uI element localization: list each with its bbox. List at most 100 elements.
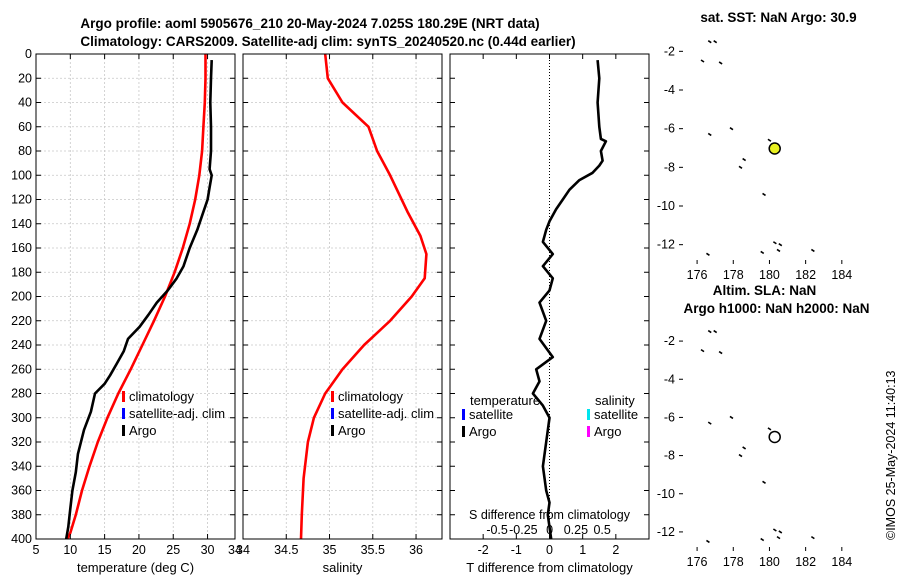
map_sst-coast-fragment xyxy=(778,243,783,247)
depth-tick-label: 120 xyxy=(11,193,32,207)
difference-legend-temp-swatch xyxy=(462,426,465,437)
temperature-xtick-label: 25 xyxy=(166,543,180,557)
map_sla-ytick-label: -6 xyxy=(664,410,675,424)
map_sla-ytick-label: -8 xyxy=(664,449,675,463)
temperature-xtick-label: 10 xyxy=(63,543,77,557)
map_sst-xtick-label: 180 xyxy=(759,268,780,282)
temperature-xtick-label: 15 xyxy=(98,543,112,557)
difference-legend-sal-swatch xyxy=(587,426,590,437)
map_sst-ytick-label: -2 xyxy=(664,44,675,58)
depth-tick-label: 220 xyxy=(11,314,32,328)
salinity-panel: 34 34.5 35 35.5 36 salinity climatology satelli… xyxy=(236,53,443,575)
difference-xtick-label: -2 xyxy=(478,543,489,557)
map_sla-coast-fragment xyxy=(707,421,712,425)
temperature-legend-swatch xyxy=(122,408,125,419)
temperature-xlabel: temperature (deg C) xyxy=(77,560,194,575)
map_sla-panel: 176 178 180 182 184 -2 -4 -6 -8 -10 -12 Altim. SLA:… xyxy=(657,283,879,569)
salinity-xtick-label: 35.5 xyxy=(361,543,385,557)
depth-tick-label: 160 xyxy=(11,241,32,255)
plots-layer: 5 10 15 20 25 30 34020406080100120140160180200… xyxy=(11,10,879,575)
map_sst-ytick-label: -12 xyxy=(657,238,675,252)
salinity-xtick-label: 36 xyxy=(409,543,423,557)
salinity-legend-swatch xyxy=(331,408,334,419)
map_sla-ytick-label: -10 xyxy=(657,487,675,501)
map_sst-coast-fragment xyxy=(742,157,747,162)
map_sst-xtick-label: 184 xyxy=(831,268,852,282)
temperature-panel: 5 10 15 20 25 30 34020406080100120140160180200… xyxy=(11,47,242,575)
map_sla-coast-fragment xyxy=(810,535,815,540)
depth-tick-label: 140 xyxy=(11,217,32,231)
temperature-xtick-label: 5 xyxy=(33,543,40,557)
salinity-xlabel: salinity xyxy=(323,560,363,575)
map_sst-coast-fragment xyxy=(729,127,734,131)
map_sst-ytick-label: -8 xyxy=(664,160,675,174)
depth-tick-label: 380 xyxy=(11,508,32,522)
map_sst-float-marker xyxy=(768,142,781,155)
map_sst-coast-fragment xyxy=(810,248,815,253)
temperature-series-climatology xyxy=(66,54,207,540)
difference-panel: -2 -1 0 1 2 T difference from climatology S di… xyxy=(449,53,650,575)
depth-tick-label: 360 xyxy=(11,484,32,498)
figure-title-line2: Climatology: CARS2009. Satellite-adj cli… xyxy=(80,34,575,49)
map_sla-float-marker xyxy=(768,430,781,444)
salinity-series-climatology xyxy=(299,53,428,540)
map_sla-coast-fragment xyxy=(718,350,723,355)
map_sst-coast-fragment xyxy=(713,40,718,44)
map_sst-ytick-label: -6 xyxy=(664,122,675,136)
map_sla-coast-fragment xyxy=(762,480,766,484)
difference-top-label: S difference from climatology xyxy=(469,508,631,522)
map_sst-xtick-label: 178 xyxy=(723,268,744,282)
depth-tick-label: 20 xyxy=(18,71,32,85)
map_sst-title: sat. SST: NaN Argo: 30.9 xyxy=(700,10,856,25)
difference-xtick-label: 2 xyxy=(612,543,619,557)
difference-top-tick-label: 0.25 xyxy=(564,523,588,537)
depth-tick-label: 40 xyxy=(18,96,32,110)
map_sla-ytick-label: -2 xyxy=(664,334,675,348)
difference-legend-temp-item: Argo xyxy=(469,424,496,439)
salinity-legend-item: Argo xyxy=(338,423,365,438)
difference-xtick-label: 0 xyxy=(546,543,553,557)
figure-title-line1: Argo profile: aoml 5905676_210 20-May-20… xyxy=(80,16,539,31)
map_sst-ytick-label: -10 xyxy=(657,199,675,213)
salinity-legend-swatch xyxy=(331,391,334,402)
depth-tick-label: 320 xyxy=(11,435,32,449)
map_sla-coast-fragment xyxy=(776,535,781,540)
difference-legend-sal-item: satellite xyxy=(594,407,638,422)
map_sst-coast-fragment xyxy=(718,61,723,65)
difference-legend-temperature-title: temperature xyxy=(470,393,540,408)
depth-tick-label: 260 xyxy=(11,362,32,376)
salinity-xtick-label: 34 xyxy=(236,543,250,557)
map_sst-coast-fragment xyxy=(706,252,710,256)
difference-legend-sal-item: Argo xyxy=(594,424,621,439)
difference-top-tick-label: -0.5 xyxy=(486,523,508,537)
salinity-legend-item: satellite-adj. clim xyxy=(338,406,434,421)
salinity-xtick-label: 34.5 xyxy=(274,543,298,557)
difference-legend-temp-swatch xyxy=(462,409,465,420)
map_sla-coast-fragment xyxy=(742,446,747,450)
map_sst-coast-fragment xyxy=(700,59,705,63)
map_sst-xtick-label: 182 xyxy=(795,268,816,282)
difference-top-tick-label: 0 xyxy=(546,523,553,537)
map_sla-xtick-label: 176 xyxy=(687,555,708,569)
map_sst-coast-fragment xyxy=(776,248,781,253)
depth-tick-label: 60 xyxy=(18,120,32,134)
depth-tick-label: 300 xyxy=(11,411,32,425)
temperature-legend-swatch xyxy=(122,391,125,402)
difference-top-tick-label: 0.5 xyxy=(593,523,610,537)
difference-xlabel: T difference from climatology xyxy=(466,560,633,575)
map_sla-ytick-label: -12 xyxy=(657,525,675,539)
difference-legend-salinity-title: salinity xyxy=(595,393,635,408)
map_sla-coast-fragment xyxy=(700,348,705,353)
map_sla-ytick-label: -4 xyxy=(664,372,675,386)
map_sst-coast-fragment xyxy=(772,241,777,245)
map_sla-title: Altim. SLA: NaN xyxy=(713,283,817,298)
imos-watermark: ©IMOS 25-May-2024 11:40:13 xyxy=(884,370,898,540)
map_sst-frame xyxy=(678,31,879,265)
depth-tick-label: 280 xyxy=(11,387,32,401)
map_sla-xtick-label: 184 xyxy=(831,555,852,569)
temperature-legend-swatch xyxy=(122,425,125,436)
temperature-xtick-label: 20 xyxy=(132,543,146,557)
map_sla-xtick-label: 180 xyxy=(759,555,780,569)
map_sla-coast-fragment xyxy=(738,453,743,458)
